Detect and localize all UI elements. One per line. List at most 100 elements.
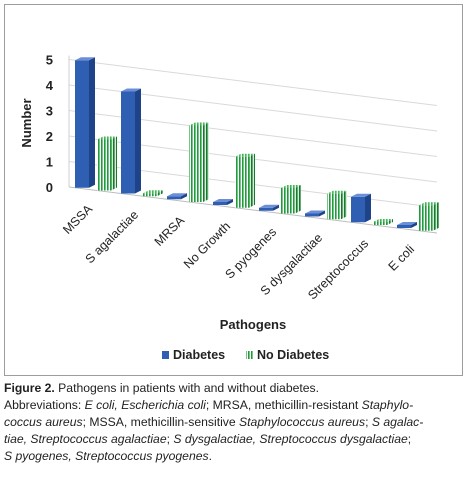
caption-text-run: Abbreviations:: [4, 398, 85, 412]
caption-text-run: S pyogenes, Streptococcus pyogenes: [4, 449, 209, 463]
caption-text-run: Staphylococcus aureus: [239, 415, 366, 429]
bar-front: [167, 196, 181, 200]
caption-line-2: coccus aureus; MSSA, methicillin-sensiti…: [4, 414, 464, 431]
x-tick-label: E coli: [386, 242, 418, 274]
bar-front: [259, 207, 273, 211]
bar-no-diabetes: [281, 185, 301, 214]
bar-side: [249, 153, 255, 208]
gridline: [68, 186, 438, 234]
bar-top: [235, 153, 255, 157]
caption-text-run: ; MSSA, methicillin-sensitive: [82, 415, 240, 429]
bar-top: [373, 219, 393, 222]
bar-no-diabetes: [143, 190, 163, 197]
bar-no-diabetes: [189, 122, 209, 202]
bar-side: [433, 202, 439, 231]
bar-no-diabetes: [373, 219, 393, 225]
bar-diabetes: [351, 193, 371, 223]
caption-line-3: tiae, Streptococcus agalactiae; S dysgal…: [4, 431, 464, 448]
bar-front: [235, 156, 249, 208]
bar-no-diabetes: [235, 153, 255, 208]
bar-side: [387, 219, 393, 225]
y-tick-label: 4: [46, 78, 54, 93]
bar-side: [365, 193, 371, 223]
bar-no-diabetes: [419, 202, 439, 231]
legend-label-diabetes: Diabetes: [173, 348, 225, 362]
x-tick-label: MRSA: [152, 213, 188, 249]
bar-side: [181, 193, 187, 200]
caption-text-run: ; MRSA, methicillin-resistant: [205, 398, 362, 412]
gridline: [68, 59, 438, 106]
bar-side: [135, 88, 141, 194]
y-tick-label: 1: [46, 155, 53, 170]
x-tick-label: S agalactiae: [83, 208, 142, 267]
bar-diabetes: [259, 204, 279, 211]
bar-top: [259, 204, 279, 208]
bar-top: [305, 210, 325, 214]
x-tick-label: No Growth: [181, 219, 233, 271]
bar-top: [189, 122, 209, 126]
bar-no-diabetes: [97, 136, 117, 191]
caption-text-run: tiae, Streptococcus agalactiae: [4, 432, 167, 446]
bar-top: [397, 222, 417, 225]
bar-side: [341, 190, 347, 220]
bar-front: [419, 205, 433, 231]
caption-title-text: Pathogens in patients with and without d…: [54, 381, 320, 395]
bar-top: [327, 190, 347, 194]
legend-swatch-diabetes: [162, 351, 169, 359]
bar-top: [167, 193, 187, 197]
bar-top: [213, 199, 233, 202]
bar-side: [411, 222, 417, 228]
legend-label-no-diabetes: No Diabetes: [257, 348, 329, 362]
caption-line-4: S pyogenes, Streptococcus pyogenes.: [4, 448, 464, 465]
caption-abbreviations: Abbreviations: E coli, Escherichia coli;…: [4, 397, 464, 465]
x-tick-label: S pyogenes: [223, 225, 280, 282]
legend: Diabetes No Diabetes: [162, 348, 329, 362]
bar-front: [397, 225, 411, 228]
caption-text-run: S dysgalactiae, Streptococcus dysgalacti…: [173, 432, 408, 446]
chart-frame: 0 1 2 3 4 5 MSSA S agalactiae MRSA No Growth S py…: [4, 4, 463, 376]
bar-diabetes: [75, 57, 95, 188]
caption-text-run: ;: [365, 415, 372, 429]
bar-front: [213, 202, 227, 205]
legend-swatch-no-diabetes: [246, 351, 253, 359]
bar-diabetes: [121, 88, 141, 194]
y-tick-label: 3: [46, 104, 53, 119]
bar-front: [305, 213, 319, 217]
bar-front: [189, 125, 203, 202]
bar-no-diabetes: [327, 190, 347, 220]
bar-front: [351, 196, 365, 223]
caption-text-run: coccus aureus: [4, 415, 83, 429]
bar-top: [143, 190, 163, 194]
bar-top: [121, 88, 141, 92]
bar-front: [373, 222, 387, 225]
x-tick-label: MSSA: [60, 202, 95, 237]
caption-title-line: Figure 2. Pathogens in patients with and…: [4, 380, 464, 397]
bar-side: [319, 210, 325, 217]
caption-text-run: .: [208, 449, 213, 463]
bar-diabetes: [167, 193, 187, 200]
bar-front: [143, 193, 157, 197]
caption-figure-number: Figure 2.: [4, 381, 55, 395]
bar-diabetes: [305, 210, 325, 217]
bar-top: [75, 57, 95, 61]
bar-front: [97, 139, 111, 191]
bar-side: [273, 204, 279, 211]
bar-front: [281, 188, 295, 214]
caption-text-run: Staphylo-: [361, 398, 414, 412]
caption-text-run: ;: [407, 432, 412, 446]
bar-front: [327, 193, 341, 220]
caption-line-1: Abbreviations: E coli, Escherichia coli;…: [4, 397, 464, 414]
figure-caption: Figure 2. Pathogens in patients with and…: [4, 380, 464, 465]
bar-side: [203, 122, 209, 202]
bar-side: [89, 57, 95, 188]
bar-top: [97, 136, 117, 140]
y-tick-label: 2: [46, 129, 53, 144]
bar-top: [351, 193, 371, 197]
bar-front: [75, 60, 89, 188]
bar-diabetes: [213, 199, 233, 205]
y-tick-label: 0: [46, 180, 53, 195]
bar-top: [419, 202, 439, 206]
caption-text-run: E coli, Escherichia coli: [84, 398, 206, 412]
